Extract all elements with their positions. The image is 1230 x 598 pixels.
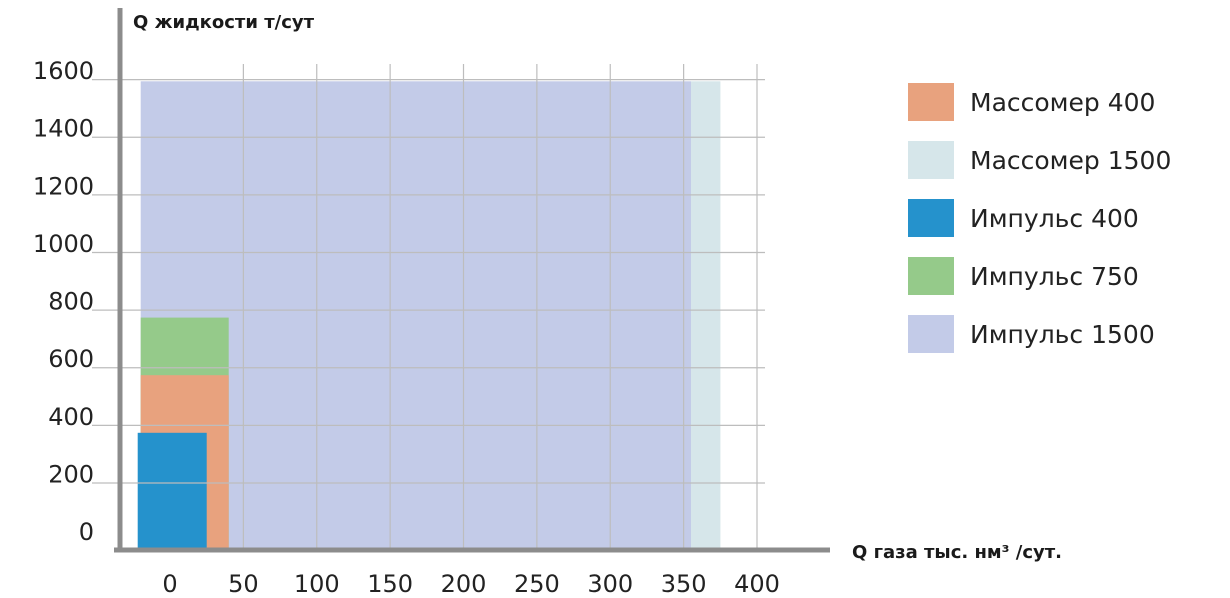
chart-grid	[92, 64, 765, 550]
region-4-импульс-400	[137, 432, 207, 550]
legend-label-импульс-1500: Импульс 1500	[970, 320, 1155, 349]
y-axis-title: Q жидкости т/сут	[133, 12, 315, 33]
legend-swatch-массомер-400	[908, 83, 954, 121]
x-tick-label-100: 100	[294, 570, 340, 598]
x-tick-label-300: 300	[587, 570, 633, 598]
legend-swatch-импульс-400	[908, 199, 954, 237]
x-tick-label-50: 50	[228, 570, 259, 598]
x-tick-label-250: 250	[514, 570, 560, 598]
chart-regions	[137, 81, 721, 551]
legend-label-массомер-1500: Массомер 1500	[970, 146, 1171, 175]
x-tick-label-150: 150	[367, 570, 413, 598]
x-tick-label-200: 200	[441, 570, 487, 598]
y-tick-label-1200: 1200	[33, 172, 94, 200]
legend-label-импульс-750: Импульс 750	[970, 262, 1139, 291]
y-tick-label-200: 200	[48, 460, 94, 488]
legend-swatch-импульс-750	[908, 257, 954, 295]
legend-label-массомер-400: Массомер 400	[970, 88, 1155, 117]
y-tick-label-600: 600	[48, 345, 94, 373]
y-tick-label-0: 0	[79, 518, 94, 546]
y-tick-label-1000: 1000	[33, 230, 94, 258]
region-1-массомер-1500	[691, 81, 721, 551]
x-tick-label-350: 350	[661, 570, 707, 598]
chart-axes	[114, 8, 830, 553]
region-0-импульс-1500	[140, 81, 691, 551]
legend-label-импульс-400: Импульс 400	[970, 204, 1139, 233]
x-tick-label-0: 0	[162, 570, 177, 598]
y-tick-label-400: 400	[48, 403, 94, 431]
y-axis-ticks: 0 200 400 600 800 1000 1200 1400 1600	[33, 57, 94, 546]
chart-legend: Массомер 400 Массомер 1500 Импульс 400 Импу…	[908, 83, 1171, 353]
x-axis-ticks: 0 50 100 150 200 250 300 350 400	[162, 570, 780, 598]
x-tick-label-400: 400	[734, 570, 780, 598]
x-axis-title: Q газа тыс. нм³ /сут.	[852, 542, 1062, 563]
y-tick-label-1400: 1400	[33, 115, 94, 143]
y-tick-label-1600: 1600	[33, 57, 94, 85]
y-tick-label-800: 800	[48, 288, 94, 316]
legend-swatch-массомер-1500	[908, 141, 954, 179]
legend-swatch-импульс-1500	[908, 315, 954, 353]
